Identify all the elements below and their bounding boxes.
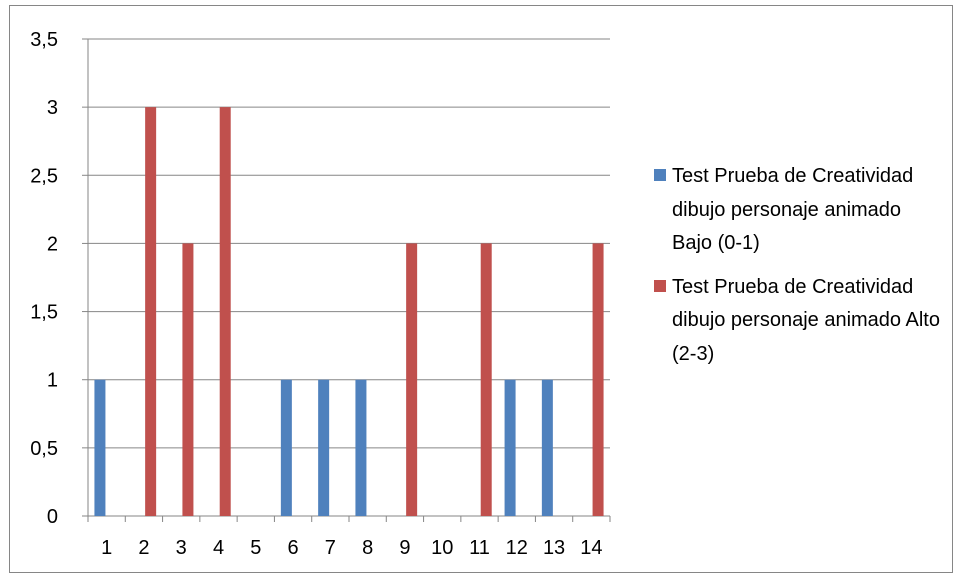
bar (318, 379, 330, 516)
bar (94, 379, 106, 516)
x-tick-label: 3 (176, 537, 187, 559)
y-tick-label: 2 (47, 233, 58, 255)
x-tick-label: 2 (138, 537, 149, 559)
legend-item-bajo: Test Prueba de Creatividad dibujo person… (654, 160, 950, 261)
y-tick-label: 1 (47, 370, 58, 392)
legend-swatch-bajo (654, 169, 666, 181)
x-tick-label: 14 (580, 537, 602, 559)
x-tick-label: 12 (506, 537, 528, 559)
bar (182, 243, 194, 516)
x-tick-label: 9 (399, 537, 410, 559)
legend-label-bajo: Test Prueba de Creatividad dibujo person… (672, 165, 914, 254)
x-tick-label: 11 (469, 537, 490, 559)
x-tick-label: 7 (325, 537, 336, 559)
y-tick-label: 0 (47, 506, 58, 528)
x-tick-label: 10 (431, 537, 453, 559)
bar (504, 379, 516, 516)
bar (355, 379, 367, 516)
x-tick-label: 4 (213, 537, 224, 559)
y-tick-label: 3 (47, 97, 58, 119)
bar (592, 243, 604, 516)
bar (280, 379, 292, 516)
x-tick-label: 1 (101, 537, 112, 559)
x-tick-label: 6 (288, 537, 299, 559)
y-tick-label: 3,5 (30, 29, 58, 51)
legend-swatch-alto (654, 279, 666, 292)
legend: Test Prueba de Creatividad dibujo person… (654, 160, 950, 381)
x-tick-label: 8 (362, 537, 373, 559)
legend-item-alto: Test Prueba de Creatividad dibujo person… (654, 271, 950, 372)
bar (219, 107, 231, 517)
bar (145, 107, 157, 517)
y-tick-label: 1,5 (30, 302, 58, 324)
y-tick-label: 2,5 (30, 165, 58, 187)
bar (480, 243, 492, 516)
bar (406, 243, 418, 516)
legend-label-alto: Test Prueba de Creatividad dibujo person… (672, 275, 940, 365)
x-tick-label: 13 (543, 537, 565, 559)
y-tick-label: 0,5 (30, 438, 58, 460)
bar (541, 379, 553, 516)
x-tick-label: 5 (250, 537, 261, 559)
